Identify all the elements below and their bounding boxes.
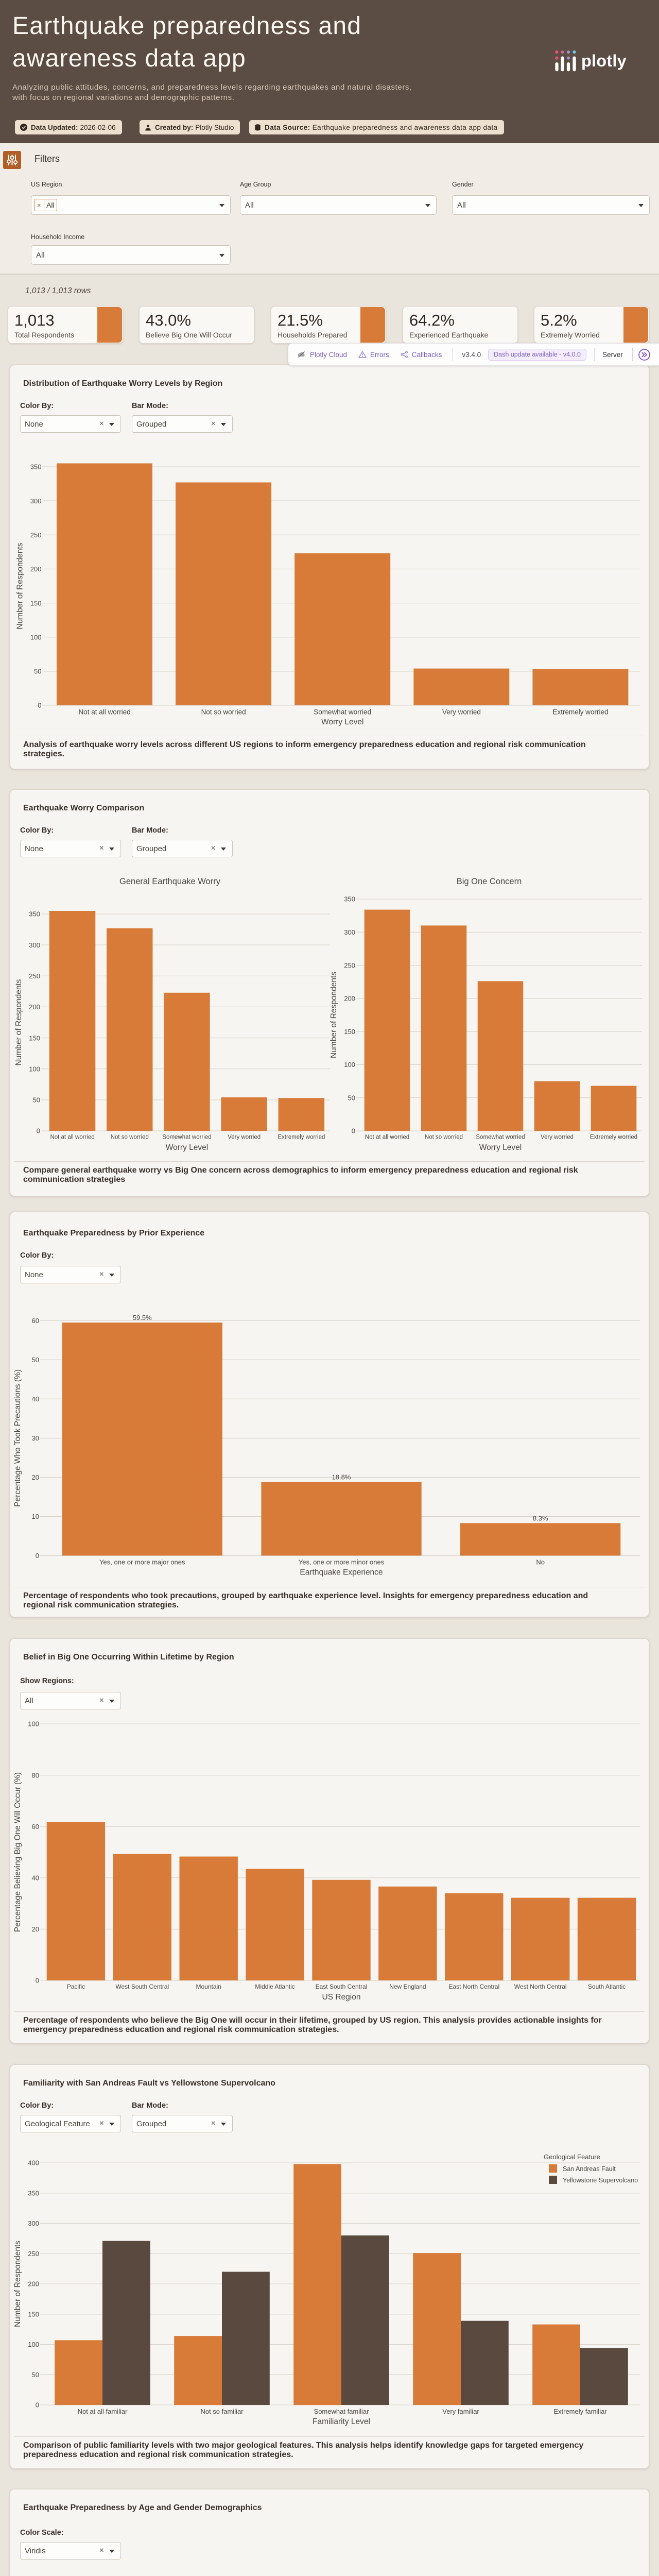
svg-text:250: 250 bbox=[30, 531, 42, 539]
svg-text:Very familiar: Very familiar bbox=[442, 2408, 479, 2415]
svg-text:West North Central: West North Central bbox=[514, 1983, 567, 1990]
svg-text:Very worried: Very worried bbox=[541, 1134, 574, 1141]
svg-text:100: 100 bbox=[344, 1061, 355, 1069]
svg-text:New England: New England bbox=[389, 1983, 426, 1990]
svg-text:plotly: plotly bbox=[581, 52, 627, 70]
svg-text:50: 50 bbox=[32, 1356, 39, 1364]
svg-text:300: 300 bbox=[30, 497, 42, 505]
svg-text:Number of Respondents: Number of Respondents bbox=[13, 2241, 22, 2327]
svg-text:Somewhat familiar: Somewhat familiar bbox=[314, 2408, 370, 2415]
svg-text:40: 40 bbox=[32, 1395, 39, 1403]
svg-text:Extremely worried: Extremely worried bbox=[552, 708, 608, 716]
svg-text:8.3%: 8.3% bbox=[533, 1514, 548, 1522]
svg-text:10: 10 bbox=[32, 1513, 39, 1520]
svg-text:200: 200 bbox=[30, 565, 42, 573]
svg-text:Worry Level: Worry Level bbox=[166, 1143, 208, 1152]
svg-text:Mountain: Mountain bbox=[196, 1983, 221, 1990]
svg-text:Somewhat worried: Somewhat worried bbox=[314, 708, 371, 716]
svg-text:300: 300 bbox=[344, 928, 355, 936]
svg-text:100: 100 bbox=[30, 633, 42, 641]
svg-text:0: 0 bbox=[36, 1977, 39, 1985]
svg-text:350: 350 bbox=[29, 910, 40, 918]
svg-text:60: 60 bbox=[32, 1823, 39, 1831]
svg-text:General Earthquake Worry: General Earthquake Worry bbox=[119, 877, 221, 886]
svg-text:100: 100 bbox=[29, 1065, 40, 1073]
svg-text:Geological Feature: Geological Feature bbox=[544, 2153, 600, 2161]
svg-text:80: 80 bbox=[32, 1771, 39, 1779]
svg-text:40: 40 bbox=[32, 1874, 39, 1882]
svg-text:250: 250 bbox=[29, 972, 40, 980]
svg-text:0: 0 bbox=[36, 2401, 39, 2409]
svg-text:US Region: US Region bbox=[322, 1993, 361, 2002]
svg-text:150: 150 bbox=[28, 2310, 39, 2318]
svg-text:Big One Concern: Big One Concern bbox=[457, 877, 522, 886]
svg-text:20: 20 bbox=[32, 1473, 39, 1481]
svg-text:Extremely familiar: Extremely familiar bbox=[553, 2408, 607, 2415]
svg-text:150: 150 bbox=[29, 1034, 40, 1042]
svg-text:0: 0 bbox=[38, 702, 41, 709]
svg-text:Very worried: Very worried bbox=[228, 1134, 261, 1141]
svg-text:No: No bbox=[536, 1558, 545, 1566]
svg-text:0: 0 bbox=[36, 1552, 39, 1560]
svg-text:Middle Atlantic: Middle Atlantic bbox=[255, 1983, 294, 1990]
svg-text:Familiarity Level: Familiarity Level bbox=[313, 2417, 370, 2426]
svg-text:Yellowstone Supervolcano: Yellowstone Supervolcano bbox=[563, 2177, 638, 2184]
svg-text:Somewhat worried: Somewhat worried bbox=[162, 1134, 211, 1141]
svg-text:350: 350 bbox=[344, 895, 355, 903]
svg-text:Percentage Believing Big One W: Percentage Believing Big One Will Occur … bbox=[13, 1772, 22, 1932]
svg-text:250: 250 bbox=[28, 2250, 39, 2258]
svg-text:150: 150 bbox=[344, 1028, 355, 1036]
svg-text:100: 100 bbox=[28, 1720, 39, 1728]
svg-text:Not so worried: Not so worried bbox=[111, 1134, 149, 1141]
svg-text:50: 50 bbox=[348, 1094, 355, 1101]
svg-text:Extremely worried: Extremely worried bbox=[590, 1134, 637, 1141]
svg-text:200: 200 bbox=[28, 2280, 39, 2288]
svg-text:400: 400 bbox=[28, 2159, 39, 2167]
svg-text:Not at all worried: Not at all worried bbox=[78, 708, 130, 716]
svg-text:West South Central: West South Central bbox=[115, 1983, 169, 1990]
svg-text:San Andreas Fault: San Andreas Fault bbox=[563, 2165, 616, 2173]
svg-text:Number of Respondents: Number of Respondents bbox=[330, 972, 338, 1058]
svg-text:Very worried: Very worried bbox=[442, 708, 481, 716]
svg-text:Percentage Who Took Precaution: Percentage Who Took Precautions (%) bbox=[13, 1369, 22, 1507]
svg-text:50: 50 bbox=[33, 1096, 40, 1104]
svg-text:Yes, one or more major ones: Yes, one or more major ones bbox=[99, 1558, 185, 1566]
svg-text:350: 350 bbox=[30, 463, 42, 471]
svg-text:18.8%: 18.8% bbox=[332, 1473, 351, 1481]
svg-text:Worry Level: Worry Level bbox=[479, 1143, 522, 1152]
svg-text:59.5%: 59.5% bbox=[133, 1314, 152, 1321]
svg-text:300: 300 bbox=[28, 2219, 39, 2227]
svg-text:Somewhat worried: Somewhat worried bbox=[476, 1134, 525, 1141]
svg-text:0: 0 bbox=[37, 1127, 40, 1135]
svg-text:Not at all worried: Not at all worried bbox=[50, 1134, 94, 1141]
svg-text:0: 0 bbox=[352, 1127, 355, 1135]
svg-text:30: 30 bbox=[32, 1434, 39, 1442]
svg-text:50: 50 bbox=[32, 2371, 39, 2379]
svg-text:Number of Respondents: Number of Respondents bbox=[16, 543, 25, 629]
svg-text:Yes, one or more minor ones: Yes, one or more minor ones bbox=[299, 1558, 385, 1566]
svg-text:Pacific: Pacific bbox=[67, 1983, 85, 1990]
svg-text:Not so familiar: Not so familiar bbox=[200, 2408, 244, 2415]
svg-text:South Atlantic: South Atlantic bbox=[588, 1983, 626, 1990]
svg-text:350: 350 bbox=[28, 2190, 39, 2197]
svg-text:Extremely worried: Extremely worried bbox=[278, 1134, 325, 1141]
svg-text:200: 200 bbox=[29, 1003, 40, 1011]
svg-text:Not so worried: Not so worried bbox=[201, 708, 246, 716]
svg-text:20: 20 bbox=[32, 1925, 39, 1933]
svg-text:Not at all worried: Not at all worried bbox=[365, 1134, 409, 1141]
svg-text:Not so worried: Not so worried bbox=[425, 1134, 463, 1141]
svg-text:Number of Respondents: Number of Respondents bbox=[14, 979, 23, 1065]
svg-text:50: 50 bbox=[34, 668, 41, 675]
svg-text:East North Central: East North Central bbox=[448, 1983, 499, 1990]
svg-text:150: 150 bbox=[30, 599, 42, 607]
svg-text:Not at all familiar: Not at all familiar bbox=[78, 2408, 128, 2415]
svg-text:300: 300 bbox=[29, 941, 40, 949]
svg-text:100: 100 bbox=[28, 2341, 39, 2348]
svg-text:Earthquake Experience: Earthquake Experience bbox=[300, 1568, 383, 1577]
svg-text:60: 60 bbox=[32, 1317, 39, 1325]
svg-text:200: 200 bbox=[344, 995, 355, 1003]
svg-text:250: 250 bbox=[344, 961, 355, 969]
svg-text:Worry Level: Worry Level bbox=[321, 718, 363, 726]
svg-text:East South Central: East South Central bbox=[316, 1983, 368, 1990]
